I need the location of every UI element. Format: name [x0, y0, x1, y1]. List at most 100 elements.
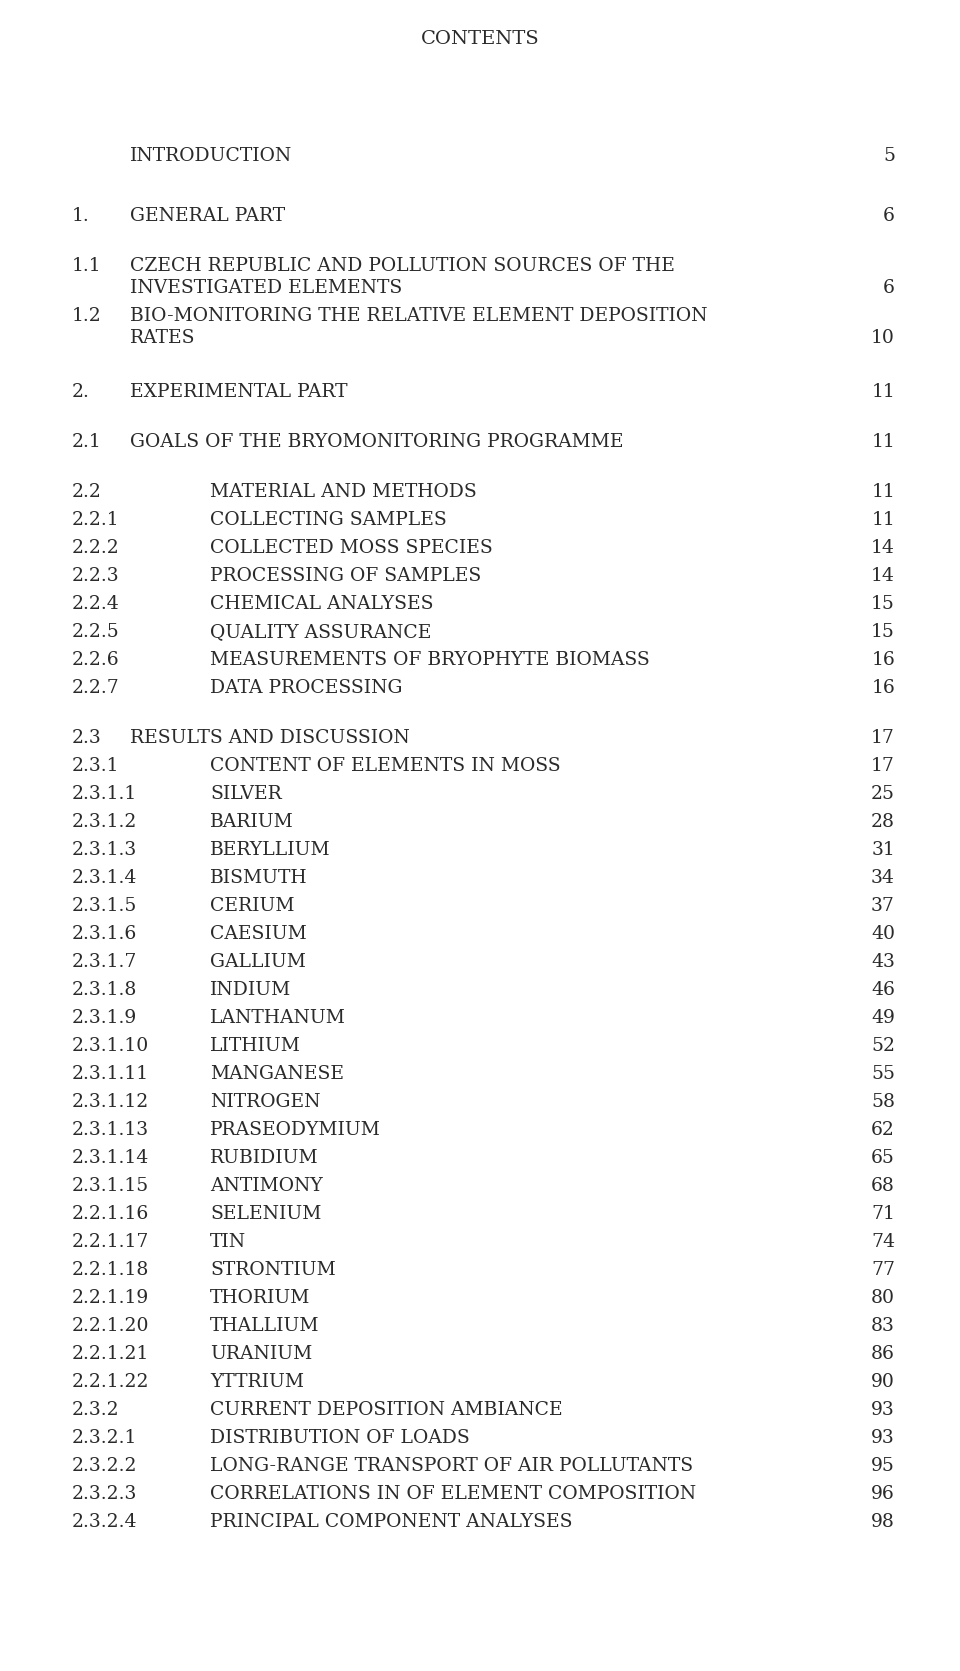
Text: 65: 65: [871, 1150, 895, 1166]
Text: PRASEODYMIUM: PRASEODYMIUM: [210, 1121, 381, 1140]
Text: 17: 17: [871, 729, 895, 747]
Text: 17: 17: [871, 757, 895, 775]
Text: TIN: TIN: [210, 1233, 246, 1252]
Text: 2.3.1.11: 2.3.1.11: [72, 1064, 149, 1083]
Text: PRINCIPAL COMPONENT ANALYSES: PRINCIPAL COMPONENT ANALYSES: [210, 1512, 572, 1531]
Text: URANIUM: URANIUM: [210, 1345, 312, 1364]
Text: RUBIDIUM: RUBIDIUM: [210, 1150, 319, 1166]
Text: 2.3.2.1: 2.3.2.1: [72, 1429, 137, 1447]
Text: 15: 15: [871, 623, 895, 642]
Text: SILVER: SILVER: [210, 785, 281, 804]
Text: MATERIAL AND METHODS: MATERIAL AND METHODS: [210, 483, 477, 501]
Text: BARIUM: BARIUM: [210, 814, 294, 830]
Text: CONTENTS: CONTENTS: [420, 30, 540, 48]
Text: 15: 15: [871, 595, 895, 613]
Text: 2.2: 2.2: [72, 483, 102, 501]
Text: 2.2.2: 2.2.2: [72, 540, 120, 556]
Text: 86: 86: [871, 1345, 895, 1364]
Text: 16: 16: [872, 678, 895, 697]
Text: YTTRIUM: YTTRIUM: [210, 1374, 304, 1390]
Text: 2.: 2.: [72, 383, 90, 401]
Text: 25: 25: [871, 785, 895, 804]
Text: 71: 71: [871, 1205, 895, 1223]
Text: 98: 98: [871, 1512, 895, 1531]
Text: 6: 6: [883, 207, 895, 226]
Text: 2.3.1.9: 2.3.1.9: [72, 1009, 137, 1028]
Text: 2.3.1.10: 2.3.1.10: [72, 1038, 149, 1054]
Text: CURRENT DEPOSITION AMBIANCE: CURRENT DEPOSITION AMBIANCE: [210, 1400, 563, 1419]
Text: QUALITY ASSURANCE: QUALITY ASSURANCE: [210, 623, 431, 642]
Text: GOALS OF THE BRYOMONITORING PROGRAMME: GOALS OF THE BRYOMONITORING PROGRAMME: [130, 433, 623, 451]
Text: 14: 14: [871, 566, 895, 585]
Text: GENERAL PART: GENERAL PART: [130, 207, 285, 226]
Text: 31: 31: [872, 841, 895, 859]
Text: 2.3.1.15: 2.3.1.15: [72, 1176, 149, 1195]
Text: 2.3.1.7: 2.3.1.7: [72, 952, 137, 971]
Text: 2.2.1: 2.2.1: [72, 511, 120, 530]
Text: 40: 40: [871, 926, 895, 942]
Text: 28: 28: [871, 814, 895, 830]
Text: 77: 77: [871, 1262, 895, 1278]
Text: 58: 58: [871, 1093, 895, 1111]
Text: 1.: 1.: [72, 207, 89, 226]
Text: EXPERIMENTAL PART: EXPERIMENTAL PART: [130, 383, 348, 401]
Text: INVESTIGATED ELEMENTS: INVESTIGATED ELEMENTS: [130, 279, 402, 297]
Text: 93: 93: [872, 1400, 895, 1419]
Text: INTRODUCTION: INTRODUCTION: [130, 147, 292, 165]
Text: 6: 6: [883, 279, 895, 297]
Text: 1.1: 1.1: [72, 257, 102, 276]
Text: 2.3.1.5: 2.3.1.5: [72, 897, 137, 916]
Text: MEASUREMENTS OF BRYOPHYTE BIOMASS: MEASUREMENTS OF BRYOPHYTE BIOMASS: [210, 652, 650, 668]
Text: 2.3.1.2: 2.3.1.2: [72, 814, 137, 830]
Text: 11: 11: [872, 433, 895, 451]
Text: BISMUTH: BISMUTH: [210, 869, 307, 887]
Text: RATES: RATES: [130, 329, 196, 348]
Text: 43: 43: [871, 952, 895, 971]
Text: 2.2.3: 2.2.3: [72, 566, 120, 585]
Text: 96: 96: [872, 1486, 895, 1502]
Text: THORIUM: THORIUM: [210, 1288, 310, 1307]
Text: 2.3.1: 2.3.1: [72, 757, 119, 775]
Text: BIO-MONITORING THE RELATIVE ELEMENT DEPOSITION: BIO-MONITORING THE RELATIVE ELEMENT DEPO…: [130, 307, 708, 324]
Text: THALLIUM: THALLIUM: [210, 1317, 320, 1335]
Text: DISTRIBUTION OF LOADS: DISTRIBUTION OF LOADS: [210, 1429, 469, 1447]
Text: DATA PROCESSING: DATA PROCESSING: [210, 678, 402, 697]
Text: CERIUM: CERIUM: [210, 897, 295, 916]
Text: 2.2.1.17: 2.2.1.17: [72, 1233, 150, 1252]
Text: 93: 93: [872, 1429, 895, 1447]
Text: 2.3.2.3: 2.3.2.3: [72, 1486, 137, 1502]
Text: 49: 49: [871, 1009, 895, 1028]
Text: STRONTIUM: STRONTIUM: [210, 1262, 336, 1278]
Text: 16: 16: [872, 652, 895, 668]
Text: 2.3.2.4: 2.3.2.4: [72, 1512, 137, 1531]
Text: MANGANESE: MANGANESE: [210, 1064, 344, 1083]
Text: 5: 5: [883, 147, 895, 165]
Text: 2.2.1.19: 2.2.1.19: [72, 1288, 149, 1307]
Text: 2.3.1.8: 2.3.1.8: [72, 981, 137, 999]
Text: 2.3.2.2: 2.3.2.2: [72, 1457, 137, 1475]
Text: 2.1: 2.1: [72, 433, 102, 451]
Text: 2.3.2: 2.3.2: [72, 1400, 120, 1419]
Text: CHEMICAL ANALYSES: CHEMICAL ANALYSES: [210, 595, 434, 613]
Text: 55: 55: [871, 1064, 895, 1083]
Text: 2.2.1.21: 2.2.1.21: [72, 1345, 150, 1364]
Text: CZECH REPUBLIC AND POLLUTION SOURCES OF THE: CZECH REPUBLIC AND POLLUTION SOURCES OF …: [130, 257, 675, 276]
Text: 2.3.1.4: 2.3.1.4: [72, 869, 137, 887]
Text: 80: 80: [871, 1288, 895, 1307]
Text: CORRELATIONS IN OF ELEMENT COMPOSITION: CORRELATIONS IN OF ELEMENT COMPOSITION: [210, 1486, 696, 1502]
Text: 14: 14: [871, 540, 895, 556]
Text: 11: 11: [872, 383, 895, 401]
Text: CONTENT OF ELEMENTS IN MOSS: CONTENT OF ELEMENTS IN MOSS: [210, 757, 561, 775]
Text: GALLIUM: GALLIUM: [210, 952, 306, 971]
Text: 46: 46: [871, 981, 895, 999]
Text: 2.2.1.16: 2.2.1.16: [72, 1205, 149, 1223]
Text: LANTHANUM: LANTHANUM: [210, 1009, 346, 1028]
Text: 2.3.1.1: 2.3.1.1: [72, 785, 137, 804]
Text: 37: 37: [871, 897, 895, 916]
Text: 62: 62: [871, 1121, 895, 1140]
Text: CAESIUM: CAESIUM: [210, 926, 307, 942]
Text: 1.2: 1.2: [72, 307, 102, 324]
Text: 2.3.1.12: 2.3.1.12: [72, 1093, 149, 1111]
Text: PROCESSING OF SAMPLES: PROCESSING OF SAMPLES: [210, 566, 481, 585]
Text: 2.3: 2.3: [72, 729, 102, 747]
